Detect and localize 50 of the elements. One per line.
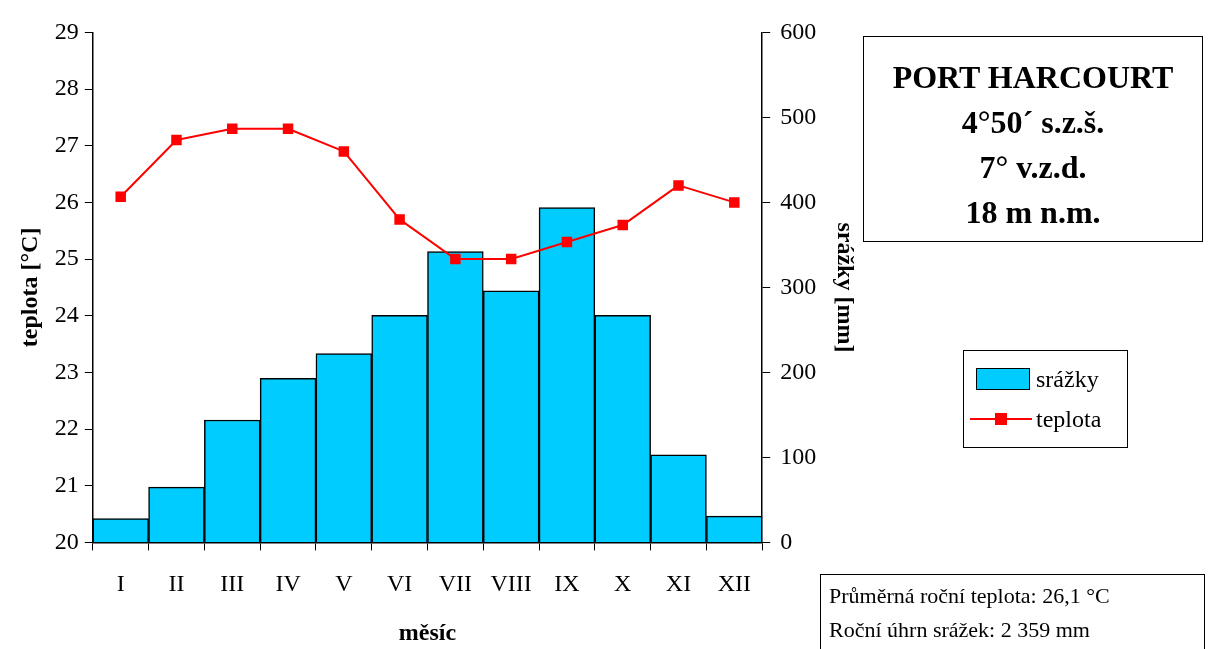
point [394, 214, 405, 225]
y-tick-label: 25 [54, 244, 79, 271]
text: Průměrná roční teplota: 26,1 °C [829, 582, 1111, 610]
y-tick-label: 20 [54, 527, 79, 554]
y2-tick-label: 300 [780, 272, 817, 299]
y-tick-label: 26 [54, 187, 79, 214]
y2-tick-label: 400 [780, 187, 817, 214]
point [282, 123, 294, 134]
point [561, 236, 573, 248]
x-tick-label: I [116, 570, 125, 597]
y-tick-label: 23 [54, 357, 79, 384]
text: 4°50´ s.z.š. 7° v.z.d. 18 m n.m. [960, 103, 1106, 232]
point [450, 253, 461, 265]
y-tick-label: 27 [54, 131, 79, 158]
legend-label: srážky [1036, 365, 1099, 393]
x-tick-label: IX [554, 570, 580, 597]
y-axis-title: teplota [°C] [15, 227, 42, 348]
x-tick-label: X [614, 570, 632, 597]
y2-tick-label: 600 [780, 17, 817, 44]
point [115, 191, 126, 202]
x-tick-label: VI [386, 570, 413, 597]
y2-axis-title: srážky [mm] [833, 222, 860, 353]
point [338, 146, 350, 157]
point [729, 197, 740, 208]
x-tick-label: V [335, 570, 354, 597]
x-tick-label: III [220, 570, 245, 597]
y2-tick-label: 100 [780, 442, 817, 469]
y-tick-label: 29 [54, 17, 79, 44]
legend-label: teplota [1036, 405, 1102, 433]
text: PORT HARCOURT [891, 58, 1175, 97]
x-tick-label: VIII [490, 570, 532, 597]
y-tick-label: 24 [54, 301, 79, 328]
x-tick-label: IV [275, 570, 302, 597]
point [673, 180, 684, 191]
x-tick-label: VII [438, 570, 473, 597]
y2-tick-label: 500 [780, 102, 817, 129]
point [617, 219, 628, 231]
x-tick-label: XI [665, 570, 692, 597]
y-tick-label: 21 [54, 471, 79, 498]
y2-tick-label: 0 [780, 527, 793, 554]
point [227, 123, 238, 134]
y2-tick-label: 200 [780, 357, 817, 384]
point [505, 253, 517, 265]
text: Roční úhrn srážek: 2 359 mm [829, 616, 1091, 644]
point [171, 134, 182, 146]
x-tick-label: XII [717, 570, 751, 597]
y-tick-label: 22 [54, 414, 79, 441]
x-tick-label: II [168, 570, 185, 597]
y-tick-label: 28 [54, 74, 79, 101]
x-axis-title: měsíc [398, 618, 457, 645]
